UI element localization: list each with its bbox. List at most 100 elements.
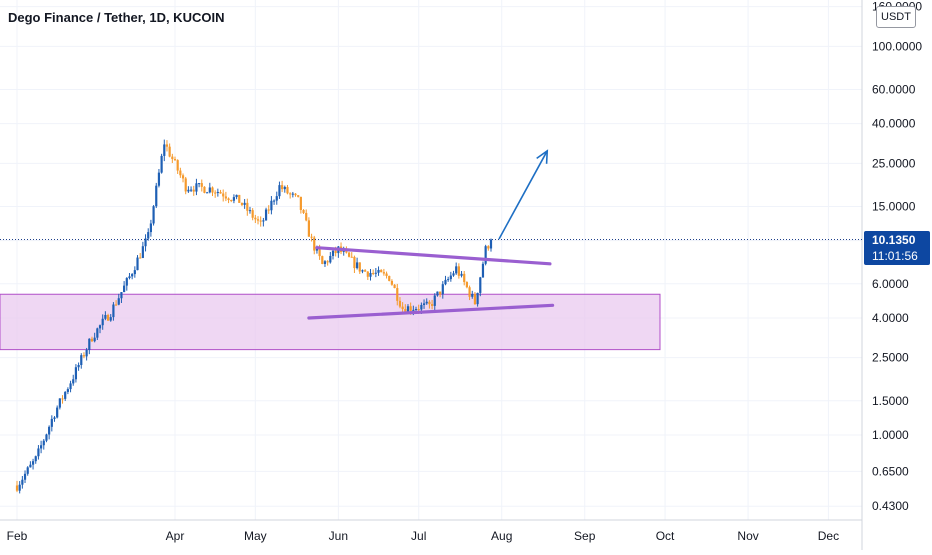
candle: [189, 186, 193, 192]
candle: [331, 250, 335, 260]
candle-body: [430, 304, 434, 306]
candle-body: [441, 284, 444, 295]
candle-body: [484, 246, 487, 264]
candle-body: [307, 220, 310, 237]
candle-body: [192, 189, 195, 192]
candle: [272, 199, 276, 205]
candle: [310, 233, 313, 242]
candle-body: [90, 338, 94, 342]
candle-body: [37, 448, 40, 457]
candle: [45, 433, 48, 443]
candle: [200, 179, 203, 192]
candle: [380, 269, 383, 273]
candle: [262, 217, 265, 227]
candle-body: [23, 473, 27, 480]
y-tick-label: 60.0000: [872, 82, 916, 96]
projection-arrowhead: [536, 149, 549, 164]
support-zone-rectangle[interactable]: [0, 293, 661, 351]
candle: [176, 159, 179, 174]
candle: [385, 271, 388, 279]
candle: [74, 364, 78, 383]
y-tick-label: 0.6500: [872, 464, 909, 478]
candle: [230, 199, 233, 203]
candle: [433, 293, 436, 311]
candle-body: [251, 210, 254, 218]
candle: [455, 262, 458, 275]
candle-body: [165, 144, 169, 147]
candle-body: [181, 175, 185, 179]
candle-body: [329, 255, 332, 263]
candle: [53, 416, 56, 422]
candle: [128, 272, 131, 280]
candle: [321, 255, 324, 265]
candle: [439, 291, 442, 298]
candle: [468, 285, 471, 301]
candle-body: [106, 314, 110, 321]
candle: [302, 209, 305, 215]
candle-body: [372, 272, 375, 274]
x-tick-label: Nov: [737, 529, 758, 543]
candle-body: [206, 192, 209, 194]
trendline-lower[interactable]: [307, 303, 555, 320]
candle: [396, 283, 399, 306]
candle: [256, 216, 260, 225]
candle: [120, 292, 123, 303]
candle: [219, 189, 222, 194]
candle: [347, 251, 351, 258]
x-tick-label: Aug: [491, 529, 512, 543]
candle: [251, 208, 254, 221]
candle: [414, 306, 418, 312]
candle: [131, 273, 134, 280]
candle-body: [189, 189, 193, 191]
candle-body: [489, 239, 493, 249]
x-axis: Feb Apr May Jun Jul Aug Sep Oct Nov Dec: [7, 0, 839, 543]
candle-body: [356, 262, 359, 269]
candle-body: [214, 192, 217, 194]
candle-body: [283, 186, 286, 190]
candle: [23, 470, 27, 484]
currency-selector-button[interactable]: USDT: [876, 6, 916, 28]
candle-body: [168, 146, 171, 157]
candle: [275, 191, 278, 205]
candle: [21, 475, 24, 489]
candle-body: [208, 187, 211, 193]
candle-body: [64, 391, 67, 399]
bar-countdown-label: 11:01:56: [872, 249, 918, 263]
candle: [104, 311, 107, 321]
candle: [48, 425, 51, 440]
candle-body: [433, 295, 436, 306]
candle-body: [465, 282, 468, 288]
candle-body: [468, 287, 471, 297]
candle: [40, 440, 43, 454]
candle-body: [18, 484, 21, 491]
candle: [377, 266, 380, 276]
candle-body: [318, 248, 321, 257]
candle: [305, 209, 308, 222]
projection-arrow[interactable]: [498, 150, 548, 240]
candle: [157, 168, 161, 188]
candle-body: [61, 398, 64, 400]
candle-body: [222, 193, 225, 197]
candle-body: [104, 314, 107, 319]
candle: [299, 196, 302, 214]
candle-body: [417, 308, 420, 310]
candle: [471, 290, 474, 299]
trendline-upper[interactable]: [315, 246, 552, 266]
candle-body: [350, 256, 353, 258]
candle-body: [74, 367, 78, 380]
candle-body: [211, 187, 214, 193]
candle: [69, 380, 72, 393]
candle-body: [297, 195, 300, 197]
x-tick-label: Dec: [818, 529, 839, 543]
candle-body: [216, 191, 219, 193]
candle-body: [272, 200, 276, 202]
candle-body: [184, 178, 187, 192]
candle-body: [334, 250, 337, 254]
candle: [34, 455, 37, 464]
candle: [307, 217, 310, 237]
candle: [366, 271, 369, 281]
candle-body: [385, 273, 388, 276]
candle-body: [93, 337, 96, 342]
